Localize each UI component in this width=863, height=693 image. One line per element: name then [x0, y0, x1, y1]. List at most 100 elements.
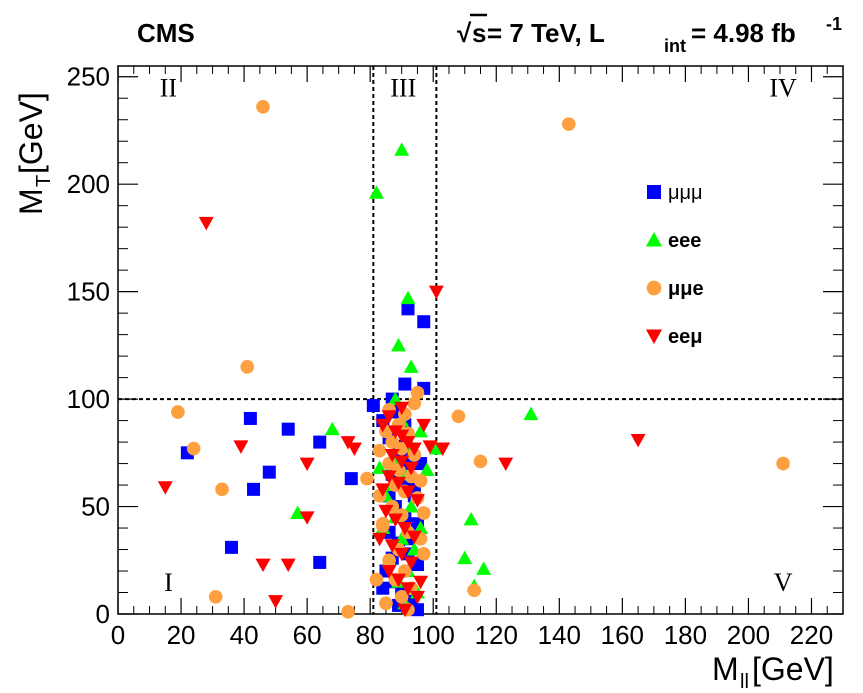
data-point-triangle-down	[416, 418, 432, 433]
data-point-triangle-down	[406, 442, 422, 457]
y-tick-label: 100	[67, 384, 110, 414]
data-point-triangle-down	[413, 575, 429, 590]
data-point-circle	[215, 482, 229, 497]
experiment-label: CMS	[137, 18, 195, 48]
data-point-circle	[208, 589, 223, 604]
data-point-triangle-down	[400, 582, 416, 596]
data-point-circle	[416, 547, 431, 561]
data-point-triangle-up	[324, 421, 340, 436]
energy-s: s	[472, 18, 486, 48]
energy-text: = 7 TeV, L	[487, 18, 605, 48]
data-point-circle	[379, 596, 393, 611]
legend-marker-triangle-up	[645, 231, 663, 247]
data-point-square	[247, 482, 261, 496]
data-point-triangle-down	[299, 511, 315, 525]
data-point-circle	[256, 100, 270, 114]
cut-lines	[118, 66, 843, 614]
data-point-triangle-down	[387, 513, 403, 527]
data-point-triangle-down	[375, 418, 391, 433]
data-point-triangle-down	[406, 530, 422, 545]
data-point-circle	[776, 456, 790, 471]
x-axis-title-unit: [GeV]	[752, 651, 834, 687]
data-point-triangle-down	[409, 494, 425, 508]
legend-marker-square	[647, 185, 661, 199]
data-point-triangle-down	[391, 476, 407, 491]
data-point-triangle-up	[369, 185, 384, 199]
data-point-circle	[407, 396, 422, 411]
x-tick-label: 180	[664, 620, 707, 650]
data-point-circle	[473, 454, 488, 469]
x-tick-label: 80	[356, 620, 385, 650]
data-point-triangle-down	[157, 481, 173, 495]
data-point-triangle-down	[381, 565, 397, 579]
x-tick-label: 20	[167, 620, 196, 650]
data-point-triangle-down	[378, 504, 394, 519]
x-tick-label: 40	[230, 620, 259, 650]
data-point-triangle-up	[523, 406, 539, 421]
y-tick-label: 250	[67, 62, 110, 92]
data-point-triangle-down	[403, 556, 419, 570]
data-point-triangle-down	[397, 603, 413, 618]
region-label: IV	[769, 73, 797, 102]
data-point-circle	[341, 605, 355, 619]
data-point-triangle-down	[409, 590, 425, 605]
data-point-triangle-down	[394, 547, 410, 562]
data-point-circle	[186, 441, 201, 456]
data-point-square	[262, 465, 276, 479]
data-point-triangle-down	[394, 401, 410, 416]
data-point-triangle-down	[280, 558, 296, 573]
data-point-triangle-down	[268, 595, 284, 609]
data-point-triangle-down	[372, 532, 388, 547]
legend-label: μμμ	[668, 182, 703, 204]
data-points	[157, 100, 790, 619]
data-point-circle	[375, 516, 390, 531]
y-axis: 0 50 100 150 200 250	[67, 62, 843, 629]
data-point-square	[344, 472, 358, 486]
data-point-triangle-down	[397, 522, 413, 536]
data-point-triangle-up	[457, 550, 473, 565]
x-tick-label: 120	[475, 620, 518, 650]
data-point-triangle-down	[630, 433, 646, 448]
data-point-triangle-down	[422, 440, 438, 454]
region-label: III	[390, 73, 416, 102]
data-point-circle	[382, 553, 396, 568]
legend-label: μμe	[668, 278, 704, 300]
legend: μμμ eee μμe eeμ	[645, 182, 704, 348]
data-point-triangle-down	[381, 470, 397, 484]
region-label: V	[774, 568, 793, 597]
data-point-triangle-down	[384, 539, 400, 553]
data-point-square	[243, 411, 257, 425]
data-point-triangle-up	[413, 423, 429, 438]
y-tick-label: 0	[96, 599, 110, 629]
data-point-triangle-down	[391, 573, 407, 588]
data-point-triangle-up	[290, 505, 306, 519]
x-axis: 0 20 40 60 80 100 120 140 160 180 200 220	[111, 66, 844, 650]
y-axis-title: M T [GeV]	[13, 92, 55, 215]
data-point-triangle-down	[435, 442, 451, 457]
data-point-triangle-up	[403, 359, 419, 373]
data-point-square	[410, 603, 424, 617]
data-point-square	[398, 377, 412, 391]
data-point-circle	[394, 441, 409, 456]
data-point-circle	[372, 443, 387, 458]
data-point-square	[313, 435, 327, 449]
y-tick-label: 150	[67, 277, 110, 307]
data-point-square	[281, 422, 295, 436]
x-tick-label: 160	[601, 620, 644, 650]
data-point-circle	[413, 473, 428, 488]
data-point-circle	[394, 589, 409, 604]
data-point-circle	[360, 471, 374, 486]
y-axis-title-sub: T	[33, 175, 55, 187]
data-point-triangle-down	[498, 457, 514, 472]
data-point-triangle-up	[403, 499, 419, 513]
data-point-circle	[369, 572, 384, 587]
legend-marker-circle	[646, 280, 662, 296]
y-tick-label: 200	[67, 169, 110, 199]
data-point-square	[417, 315, 431, 329]
x-axis-title-sub: ll	[740, 671, 749, 693]
data-point-triangle-down	[403, 461, 419, 476]
lumi-superscript: -1	[826, 14, 842, 34]
legend-marker-triangle-down	[645, 329, 663, 345]
data-point-circle	[467, 583, 482, 598]
